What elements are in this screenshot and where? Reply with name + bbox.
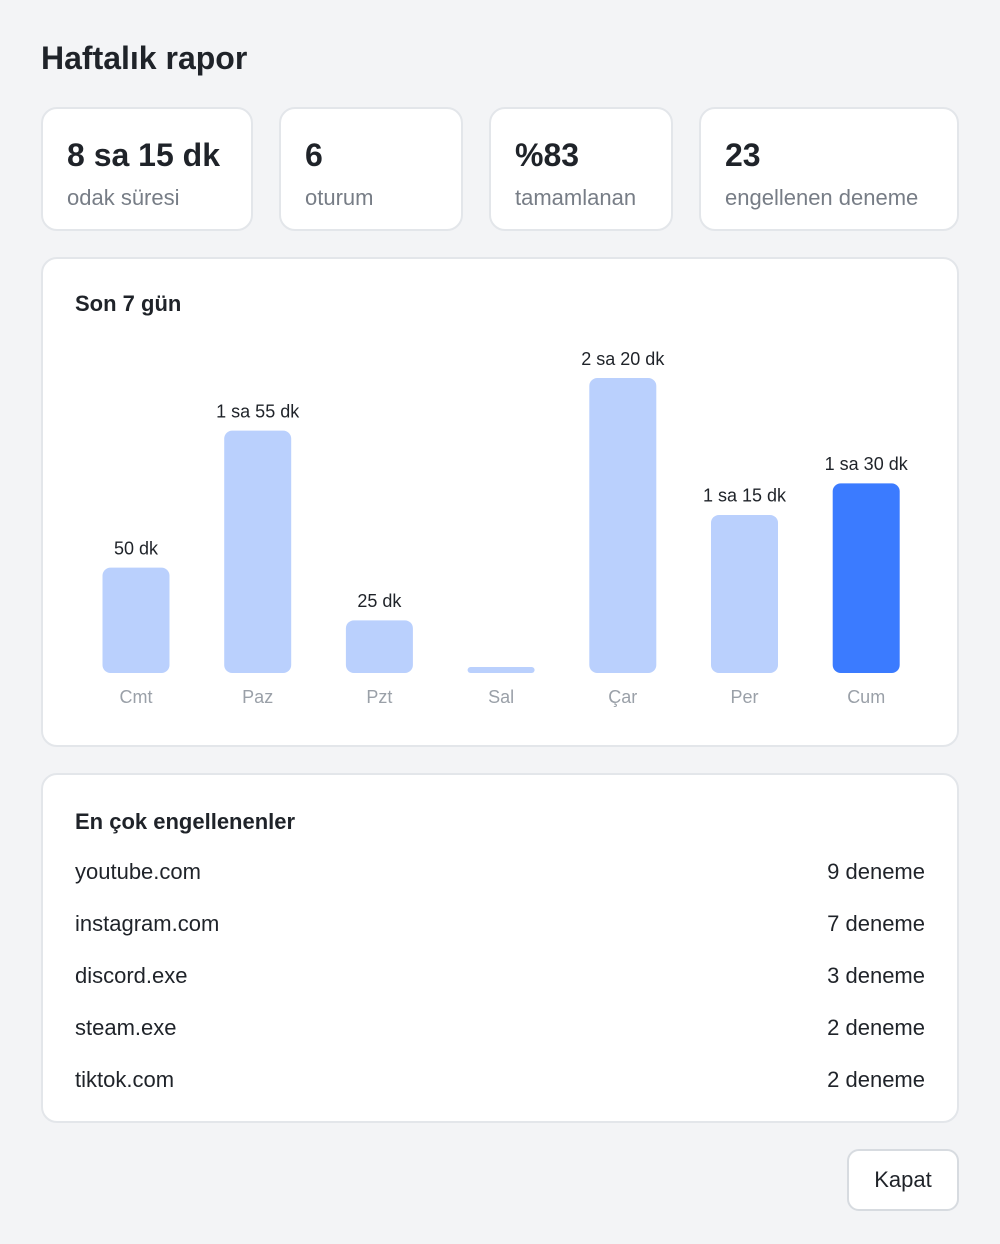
x-tick-label: Paz	[242, 687, 273, 707]
chart-card: Son 7 gün 50 dk Cmt 1 sa 55 dk Paz 25 dk Pzt S…	[41, 257, 959, 747]
blocked-count: 3 deneme	[827, 963, 925, 988]
blocked-count: 2 deneme	[827, 1067, 925, 1092]
bar	[345, 620, 413, 673]
x-tick-label: Çar	[608, 687, 637, 707]
x-tick-label: Cmt	[120, 687, 153, 707]
blocked-name: youtube.com	[75, 859, 201, 884]
value-label: 1 sa 30 dk	[825, 454, 909, 474]
stat-card: 23 engellenen deneme	[699, 107, 959, 231]
blocked-row: youtube.com 9 deneme	[75, 859, 925, 885]
bar	[832, 483, 900, 673]
stat-value: 6	[305, 137, 323, 173]
value-label: 2 sa 20 dk	[581, 349, 665, 369]
blocked-row: tiktok.com 2 deneme	[75, 1067, 925, 1093]
stat-label: odak süresi	[67, 185, 180, 210]
x-tick-label: Pzt	[366, 687, 392, 707]
stat-label: engellenen deneme	[725, 185, 919, 210]
x-tick-label: Sal	[488, 687, 514, 707]
blocked-row: steam.exe 2 deneme	[75, 1015, 925, 1041]
bar	[589, 378, 657, 673]
blocked-row: discord.exe 3 deneme	[75, 963, 925, 989]
stat-value: %83	[515, 137, 580, 173]
close-button[interactable]: Kapat	[847, 1149, 959, 1211]
bar	[224, 430, 292, 673]
blocked-count: 7 deneme	[827, 911, 925, 936]
x-tick-label: Cum	[847, 687, 885, 707]
value-label: 25 dk	[357, 591, 402, 611]
chart: Son 7 gün 50 dk Cmt 1 sa 55 dk Paz 25 dk Pzt S…	[75, 291, 909, 707]
value-label: 1 sa 55 dk	[216, 401, 300, 421]
blocked-count: 9 deneme	[827, 859, 925, 884]
bar	[711, 514, 778, 673]
chart-title: Son 7 gün	[75, 291, 181, 316]
blocked-name: steam.exe	[75, 1015, 177, 1040]
blocked-name: tiktok.com	[75, 1067, 175, 1092]
stat-value: 23	[725, 137, 761, 173]
page-title: Haftalık rapor	[41, 40, 248, 76]
value-label: 1 sa 15 dk	[703, 486, 787, 506]
blocked-row: instagram.com 7 deneme	[75, 911, 925, 937]
stat-card: %83 tamamlanan	[489, 107, 673, 231]
blocked-count: 2 deneme	[827, 1015, 925, 1040]
stat-label: tamamlanan	[515, 185, 637, 210]
bar	[102, 567, 170, 673]
blocked-name: discord.exe	[75, 963, 188, 988]
stat-card: 8 sa 15 dk odak süresi	[41, 107, 253, 231]
list-title: En çok engellenenler	[75, 809, 296, 834]
stat-card: 6 oturum	[279, 107, 463, 231]
value-label: 50 dk	[114, 538, 159, 558]
stat-label: oturum	[305, 185, 374, 210]
blocked-card: En çok engellenenler youtube.com 9 deneme…	[41, 773, 959, 1123]
bar	[467, 667, 535, 673]
stat-value: 8 sa 15 dk	[67, 137, 220, 173]
blocked-name: instagram.com	[75, 911, 220, 936]
x-tick-label: Per	[730, 687, 758, 707]
